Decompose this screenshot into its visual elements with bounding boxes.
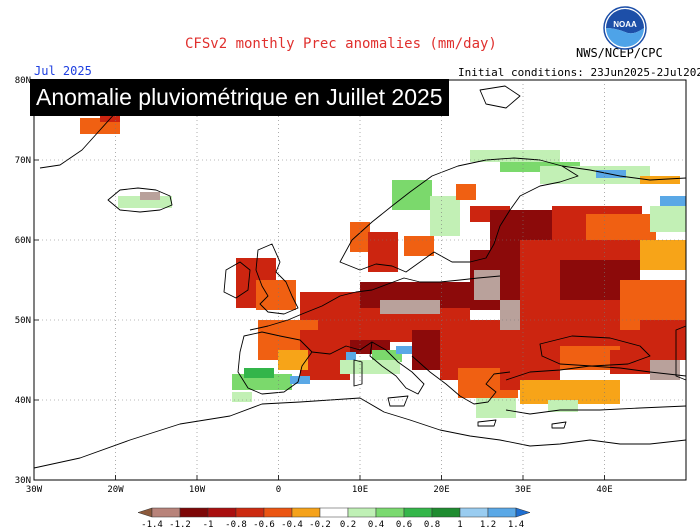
legend-swatch (347, 507, 377, 518)
anomaly-cell (396, 346, 416, 354)
legend-swatch (179, 507, 209, 518)
legend-swatch (291, 507, 321, 518)
lat-label: 50N (15, 316, 31, 326)
legend-swatch (431, 507, 461, 518)
anomaly-cell (476, 398, 516, 418)
lat-label: 30N (15, 476, 31, 486)
anomaly-cell (244, 368, 274, 378)
anomaly-cell (610, 350, 650, 374)
legend-arrow-right (515, 507, 531, 518)
legend-swatch (459, 507, 489, 518)
anomaly-cell (100, 112, 120, 122)
anomaly-cell (456, 184, 476, 200)
anomaly-cell (640, 240, 686, 270)
legend-label: -0.2 (309, 520, 331, 530)
axis-ticks (33, 79, 605, 481)
legend-arrow-left (137, 507, 153, 518)
anomaly-cell (548, 400, 578, 412)
anomaly-cell (640, 176, 680, 184)
legend-swatch (263, 507, 293, 518)
legend-label: 0.2 (340, 520, 356, 530)
legend-swatch (207, 507, 237, 518)
lon-label: 20W (107, 485, 124, 495)
axis-labels: 30W 20W 10W 0 10E 20E 30E 40E 30N 40N 50N 60N 70N 80N (15, 76, 613, 495)
anomaly-cell (340, 360, 400, 374)
lon-label: 0 (276, 485, 281, 495)
noaa-logo: NOAA (603, 6, 647, 50)
anomaly-cell (290, 376, 310, 384)
legend-label: 1.2 (480, 520, 496, 530)
agency-credit: NWS/NCEP/CPC (576, 46, 663, 60)
graticule (34, 80, 686, 480)
legend-label: 1 (457, 520, 462, 530)
legend-label: -1 (203, 520, 214, 530)
legend-label: -0.4 (281, 520, 303, 530)
color-legend: -1.4 -1.2 -1 -0.8 -0.6 -0.4 -0.2 0.2 0.4 0.6 0.8 1 1… (137, 507, 531, 530)
anomaly-cell (660, 196, 686, 206)
anomaly-cell (540, 166, 650, 184)
legend-swatch (487, 507, 517, 518)
anomaly-cell (140, 192, 160, 200)
anomaly-cell (256, 280, 296, 310)
legend-label: -0.6 (253, 520, 275, 530)
legend-label: 0.8 (424, 520, 440, 530)
anomaly-cell (346, 352, 356, 362)
anomaly-cell (404, 236, 434, 256)
legend-swatch (403, 507, 433, 518)
noaa-logo-text: NOAA (613, 20, 637, 29)
lon-label: 20E (433, 485, 449, 495)
legend-label: -0.8 (225, 520, 247, 530)
legend-label: -1.2 (169, 520, 191, 530)
lon-label: 40E (596, 485, 612, 495)
anomaly-cell (650, 206, 686, 232)
anomaly-cell (650, 360, 680, 380)
legend-swatch (319, 507, 349, 518)
chart-title: CFSv2 monthly Prec anomalies (mm/day) (185, 36, 497, 52)
coastlines (33, 79, 687, 469)
anomaly-cell (278, 350, 308, 370)
legend-label: 0.4 (368, 520, 384, 530)
anomaly-cell (232, 392, 252, 402)
lat-label: 60N (15, 236, 31, 246)
anomaly-cell (392, 180, 432, 210)
overlay-title: Anomalie pluviométrique en Juillet 2025 (30, 79, 449, 116)
anomaly-cell (586, 214, 656, 244)
anomaly-cell (380, 300, 440, 314)
legend-swatch (235, 507, 265, 518)
anomaly-cell (474, 270, 500, 300)
lon-label: 10W (189, 485, 206, 495)
legend-label: -1.4 (141, 520, 163, 530)
lon-label: 30E (515, 485, 531, 495)
legend-label: 1.4 (508, 520, 524, 530)
lat-label: 80N (15, 76, 31, 86)
legend-swatch (375, 507, 405, 518)
lon-label: 10E (352, 485, 368, 495)
anomaly-cell (430, 196, 460, 236)
legend-swatch (151, 507, 181, 518)
forecast-month: Jul 2025 (34, 64, 92, 78)
anomaly-cell (368, 232, 398, 272)
lat-label: 40N (15, 396, 31, 406)
initial-conditions: Initial conditions: 23Jun2025-2Jul2025 (458, 66, 700, 79)
lon-label: 30W (26, 485, 43, 495)
anomaly-cell (470, 150, 560, 162)
legend-label: 0.6 (396, 520, 412, 530)
lat-label: 70N (15, 156, 31, 166)
